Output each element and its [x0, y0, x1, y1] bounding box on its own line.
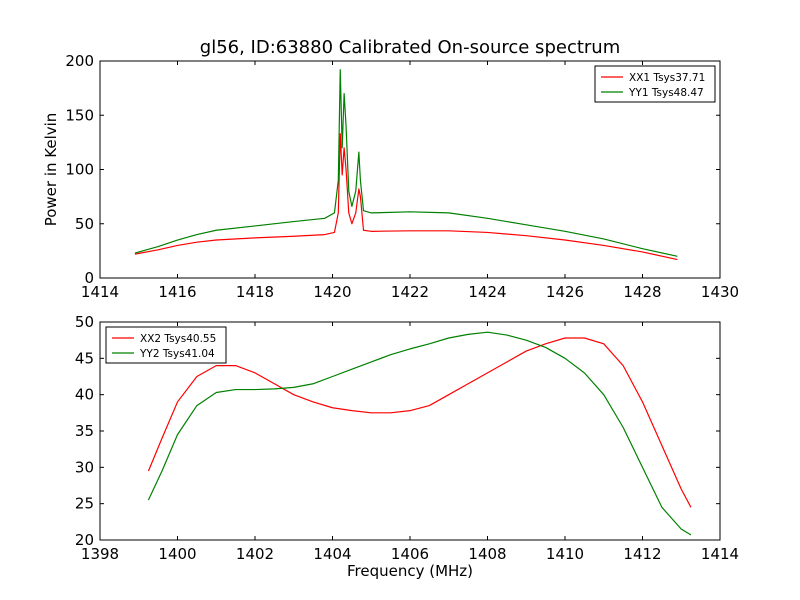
axes-frame-1 [99, 60, 721, 279]
x-tick-label: 1406 [391, 545, 429, 563]
x-tick-label: 1402 [236, 545, 274, 563]
y-axis-label: Power in Kelvin [42, 113, 60, 227]
y-tick-label: 200 [65, 52, 94, 70]
chart-panel-2: 1398 1400 1402 1404 1406 1408 1410 1412 1414 20 25… [75, 313, 739, 580]
x-tick-label: 1404 [313, 545, 351, 563]
y-tick-label: 100 [65, 161, 94, 179]
legend-1: XX1 Tsys37.71 YY1 Tsys48.47 [594, 65, 716, 103]
y-tick-label: 25 [75, 495, 94, 513]
y-tick-label: 50 [75, 313, 94, 331]
y-tick-label: 0 [84, 269, 94, 287]
x-axis-label: Frequency (MHz) [347, 562, 473, 580]
legend-label: YY2 Tsys41.04 [139, 348, 215, 360]
series-line-2-2 [147, 331, 692, 536]
x-tick-label: 1414 [701, 545, 739, 563]
y-tick-label: 45 [75, 349, 94, 367]
x-tick-label: 1410 [546, 545, 584, 563]
chart-layer: 1414 1416 1418 1420 1422 1424 1426 1428 14300501… [42, 52, 739, 580]
y-tick-label: 150 [65, 106, 94, 124]
legend-label: XX1 Tsys37.71 [629, 72, 705, 84]
x-tick-label: 1430 [701, 283, 739, 301]
y-tick-label: 35 [75, 422, 94, 440]
legend-2: XX2 Tsys40.55 YY2 Tsys41.04 [105, 326, 227, 364]
series-line-2-1 [147, 337, 692, 508]
y-tick-label: 40 [75, 386, 94, 404]
y-tick-label: 20 [75, 531, 94, 549]
x-tick-label: 1414 [81, 283, 119, 301]
series-line-1-1 [134, 133, 678, 261]
legend-box [105, 326, 227, 364]
x-tick-label: 1412 [623, 545, 661, 563]
chart-panel-1: 1414 1416 1418 1420 1422 1424 1426 1428 1430 0 50 1… [42, 52, 739, 301]
x-tick-label: 1418 [236, 283, 274, 301]
legend-label: XX2 Tsys40.55 [140, 333, 216, 345]
x-tick-label: 1424 [468, 283, 506, 301]
series-line-1-2 [134, 69, 678, 257]
y-tick-label: 50 [75, 215, 94, 233]
x-tick-label: 1400 [158, 545, 196, 563]
x-tick-label: 1408 [468, 545, 506, 563]
x-tick-label: 1428 [623, 283, 661, 301]
axes-frame-2 [99, 321, 721, 541]
x-tick-label: 1422 [391, 283, 429, 301]
y-tick-label: 30 [75, 458, 94, 476]
x-tick-label: 1416 [158, 283, 196, 301]
legend-box [594, 65, 716, 103]
x-tick-label: 1426 [546, 283, 584, 301]
legend-label: YY1 Tsys48.47 [628, 87, 704, 99]
x-tick-label: 1420 [313, 283, 351, 301]
x-tick-label: 1398 [81, 545, 119, 563]
figure-title: gl56, ID:63880 Calibrated On-source spec… [200, 37, 620, 58]
